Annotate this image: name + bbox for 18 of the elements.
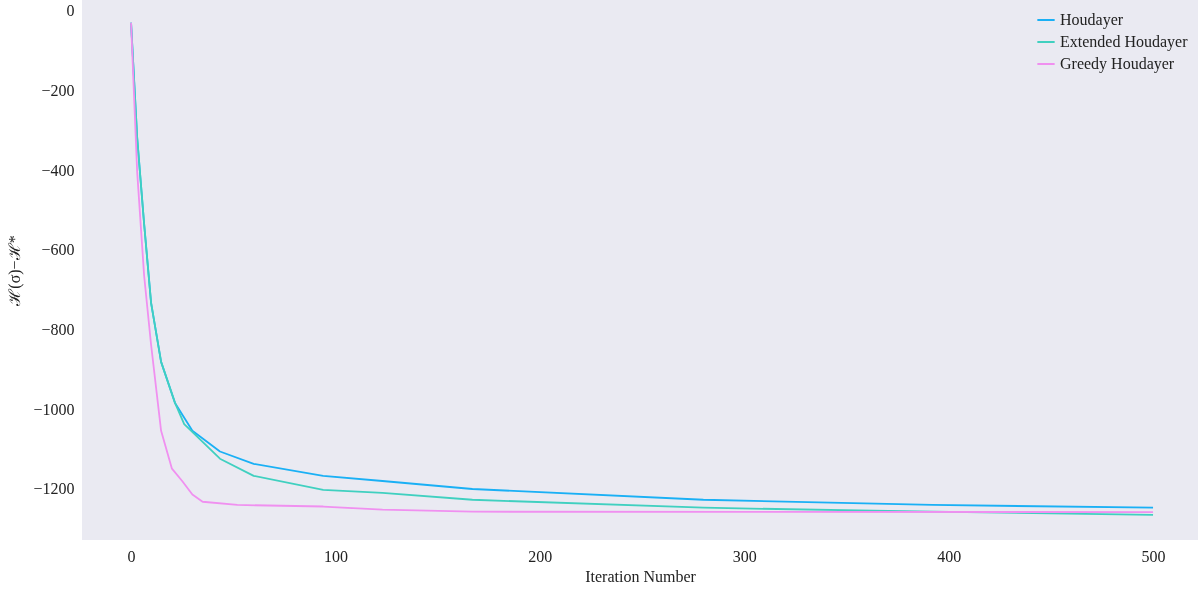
y-tick-label: −600 [41, 241, 75, 259]
y-tick-label: −1200 [33, 480, 75, 498]
x-axis-title: Iteration Number [585, 567, 697, 585]
y-tick-label: 0 [66, 2, 75, 20]
legend-label: Houdayer [1060, 11, 1124, 29]
y-tick-label: −400 [41, 161, 75, 179]
x-tick-label: 100 [323, 547, 348, 565]
x-tick-label: 400 [937, 547, 962, 565]
y-tick-label: −1000 [33, 400, 75, 418]
y-axis-title: ℋ(σ)−ℋ* [6, 235, 25, 307]
legend-label: Greedy Houdayer [1060, 55, 1175, 73]
y-tick-label: −800 [41, 321, 75, 339]
x-tick-label: 0 [127, 547, 136, 565]
x-tick-label: 200 [528, 547, 553, 565]
legend-label: Extended Houdayer [1060, 33, 1189, 51]
x-tick-label: 300 [732, 547, 757, 565]
x-tick-label: 500 [1141, 547, 1166, 565]
y-tick-label: −200 [41, 81, 75, 99]
